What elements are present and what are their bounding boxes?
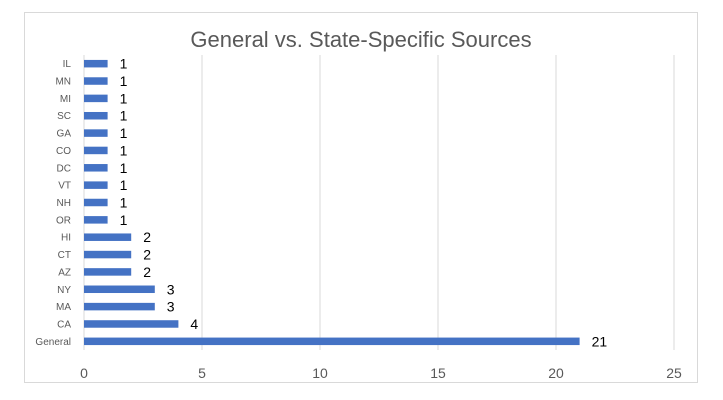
bar-chart: 0 5 10 15 20 25 General 21 CA 4 MA 3 NY 3 AZ 2 CT 2 HI 2 OR 1… [35,55,682,381]
category-label-mi: MI [60,94,71,105]
bar-nh [84,198,108,207]
bar-sc [84,111,108,120]
category-label-vt: VT [58,181,71,192]
data-label-or: 1 [120,212,128,228]
category-label-or: OR [56,215,71,226]
x-tick-label-20: 20 [548,365,564,381]
data-label-mi: 1 [120,90,128,106]
data-label-ca: 4 [190,316,198,332]
chart-frame: General vs. State-Specific Sources 0 5 10 1… [24,12,698,383]
bar-co [84,146,108,155]
bar-hi [84,233,132,241]
data-label-co: 1 [120,142,128,158]
category-label-ny: NY [57,285,71,296]
category-label-general: General [35,337,71,348]
category-label-ga: GA [57,129,72,140]
category-label-ma: MA [56,302,71,313]
bar-ny [84,285,155,294]
bar-ga [84,129,108,137]
category-label-il: IL [63,59,72,70]
data-label-ny: 3 [167,281,175,297]
bar-mi [84,94,108,103]
category-label-co: CO [56,146,71,157]
chart-title: General vs. State-Specific Sources [190,27,532,52]
x-tick-label-10: 10 [312,365,328,381]
bar-ma [84,302,155,311]
category-label-dc: DC [57,163,71,174]
data-label-hi: 2 [143,229,151,245]
data-label-ct: 2 [143,247,151,263]
x-tick-label-25: 25 [666,365,682,381]
data-label-dc: 1 [120,160,128,176]
category-label-hi: HI [61,233,71,244]
bar-vt [84,181,108,189]
data-label-ma: 3 [167,299,175,315]
data-label-il: 1 [120,56,128,72]
bar-mn [84,77,108,85]
data-label-ga: 1 [120,125,128,141]
x-tick-label-15: 15 [430,365,446,381]
category-label-sc: SC [57,111,71,122]
bar-general [84,337,580,346]
data-label-az: 2 [143,264,151,280]
data-label-sc: 1 [120,108,128,124]
bar-az [84,268,132,276]
category-label-mn: MN [55,77,71,88]
data-label-mn: 1 [120,73,128,89]
x-tick-label-0: 0 [80,365,88,381]
bar-il [84,59,108,68]
bar-or [84,216,108,224]
category-label-az: AZ [58,267,71,278]
data-label-nh: 1 [120,195,128,211]
category-label-nh: NH [57,198,71,209]
bar-ca [84,320,179,328]
bar-dc [84,164,108,172]
x-tick-label-5: 5 [198,365,206,381]
data-label-general: 21 [592,333,608,349]
category-label-ca: CA [57,319,71,330]
category-label-ct: CT [58,250,71,261]
bar-ct [84,250,132,259]
data-label-vt: 1 [120,177,128,193]
